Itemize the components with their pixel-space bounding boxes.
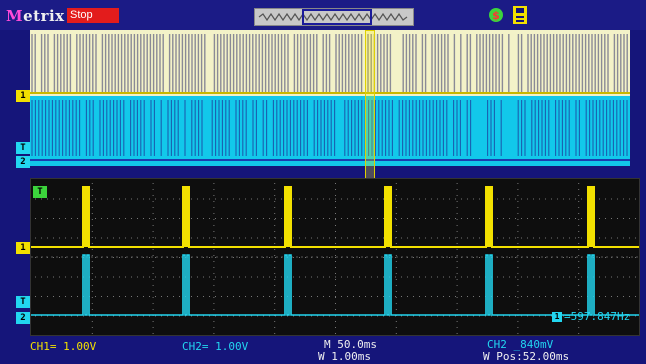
- overview-ch2-trace: [30, 96, 630, 166]
- running-icon: $: [488, 6, 504, 28]
- main-timebase[interactable]: M 50.0ms: [324, 338, 377, 351]
- trigger-level-marker: T: [16, 296, 30, 308]
- overview-trigger-marker: T: [16, 142, 30, 154]
- bottom-status-bar: CH1= 1.00V CH2= 1.00V M 50.0ms W 1.00ms …: [0, 336, 646, 364]
- window-timebase[interactable]: W 1.00ms: [318, 350, 371, 363]
- ch2-scale[interactable]: CH2= 1.00V: [182, 340, 249, 353]
- svg-text:$: $: [492, 9, 500, 22]
- acquisition-status-badge[interactable]: Stop: [67, 8, 119, 23]
- ch1-level-marker: 1: [16, 242, 30, 254]
- ch2-level-marker: 2: [16, 312, 30, 324]
- frequency-readout: 1 =597.847Hz: [552, 310, 630, 323]
- trigger-position-marker: T: [33, 186, 47, 198]
- main-trace-plot: [31, 183, 639, 334]
- ch1-scale[interactable]: CH1= 1.00V: [30, 340, 97, 353]
- frequency-channel-tag: 1: [552, 312, 562, 322]
- main-graticule[interactable]: [30, 178, 640, 336]
- zoom-window-marker[interactable]: [365, 30, 375, 180]
- zoom-indicator-wave: [258, 9, 408, 25]
- top-bar: Metrix Stop $: [0, 0, 646, 30]
- overview-ch1-marker: 1: [16, 90, 30, 102]
- record-overview: [30, 30, 630, 166]
- save-disk-icon: [512, 5, 528, 29]
- trigger-level-readout[interactable]: CH2 ̲840mV: [487, 338, 554, 351]
- overview-ch1-trace: [30, 34, 630, 94]
- window-position[interactable]: W Pos:52.00ms: [483, 350, 570, 363]
- record-zoom-indicator[interactable]: [254, 8, 414, 26]
- overview-ch2-marker: 2: [16, 156, 30, 168]
- frequency-value: =597.847Hz: [564, 310, 631, 323]
- brand-logo: Metrix: [6, 7, 65, 25]
